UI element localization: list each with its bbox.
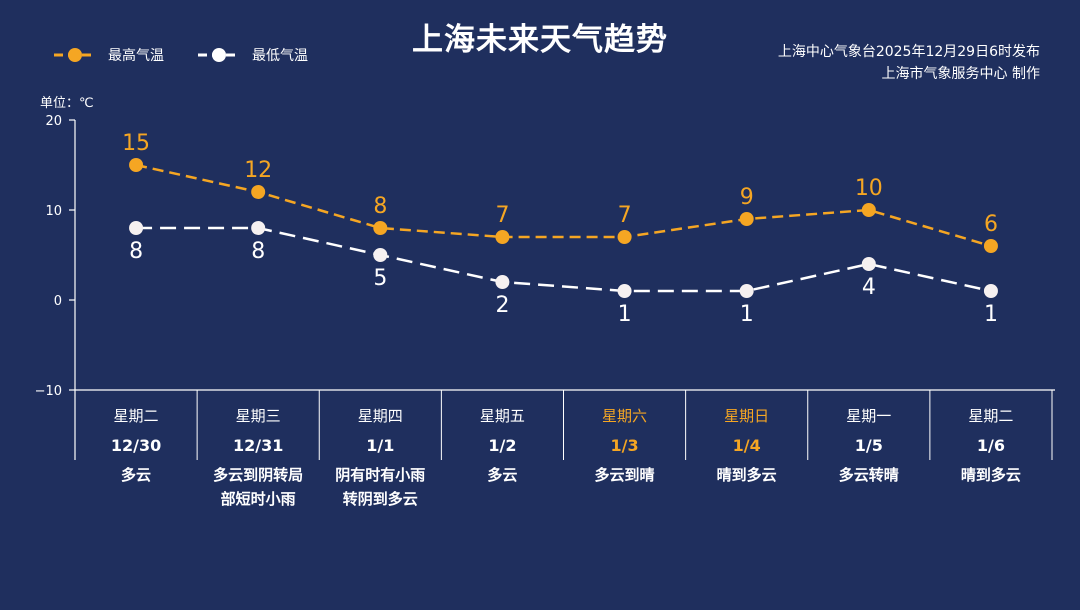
high-temp-value-label: 15: [122, 131, 150, 156]
high-temp-point: [739, 212, 754, 226]
low-temp-point: [983, 284, 998, 298]
high-temp-point: [617, 230, 632, 244]
unit-label: 单位：℃: [40, 96, 94, 111]
weather-label: 多云到晴: [595, 466, 655, 484]
high-temp-point: [129, 158, 144, 172]
high-temp-line: [135, 163, 992, 248]
weekday-label: 星期五: [480, 407, 525, 425]
low-temp-value-label: 8: [129, 239, 143, 264]
legend-low-marker-icon: [198, 48, 240, 62]
high-temp-point: [495, 230, 510, 244]
weather-label: 多云: [121, 466, 151, 484]
weekday-label: 星期日: [724, 407, 769, 425]
legend-item-high: 最高气温: [52, 44, 164, 66]
high-temp-value-label: 8: [373, 194, 387, 219]
low-temp-point: [129, 221, 144, 235]
low-temp-point: [739, 284, 754, 298]
high-temp-value-label: 12: [244, 158, 272, 183]
low-temp-point: [495, 275, 510, 289]
issuer-line-1: 上海中心气象台2025年12月29日6时发布: [777, 44, 1040, 60]
legend-high-marker-icon: [54, 48, 96, 62]
date-label: 1/1: [366, 436, 394, 455]
high-temp-value-label: 10: [855, 176, 883, 201]
low-temp-point: [861, 257, 876, 271]
weekday-label: 星期二: [114, 407, 159, 425]
low-temp-value-label: 5: [373, 266, 387, 291]
high-temp-point: [251, 185, 266, 199]
high-temp-point: [373, 221, 388, 235]
weekday-label: 星期四: [358, 407, 403, 425]
legend-high-label: 最高气温: [108, 48, 164, 64]
weather-label: 晴到多云: [717, 466, 777, 484]
weather-label: 转阴到多云: [343, 490, 418, 508]
low-temp-value-label: 1: [740, 302, 754, 327]
low-temp-point: [251, 221, 266, 235]
low-temp-value-label: 8: [251, 239, 265, 264]
weather-label: 多云: [487, 466, 517, 484]
high-temp-point: [861, 203, 876, 217]
low-temp-value-label: 1: [618, 302, 632, 327]
weather-label: 晴到多云: [961, 466, 1021, 484]
low-temp-value-label: 2: [495, 293, 509, 318]
low-temp-value-label: 4: [862, 275, 876, 300]
low-temp-point: [373, 248, 388, 262]
legend-low-label: 最低气温: [252, 48, 308, 64]
low-temp-value-label: 1: [984, 302, 998, 327]
chart-title: 上海未来天气趋势: [412, 22, 668, 58]
weekday-label: 星期六: [602, 407, 647, 425]
low-temp-line: [136, 226, 992, 293]
high-temp-value-label: 9: [740, 185, 754, 210]
y-tick-label: 0: [54, 294, 62, 309]
y-tick-label: −10: [35, 384, 62, 399]
weather-label: 部短时小雨: [221, 490, 296, 508]
legend-item-low: 最低气温: [196, 44, 308, 66]
high-temp-value-label: 6: [984, 212, 998, 237]
date-label: 12/31: [233, 436, 283, 455]
weekday-label: 星期二: [968, 407, 1013, 425]
high-temp-value-label: 7: [618, 203, 632, 228]
high-temp-value-label: 7: [495, 203, 509, 228]
y-tick-label: 10: [45, 204, 62, 219]
high-temp-point: [983, 239, 998, 253]
date-label: 1/6: [977, 436, 1005, 455]
low-temp-point: [617, 284, 632, 298]
date-label: 1/4: [733, 436, 761, 455]
weather-label: 多云转晴: [839, 466, 899, 484]
date-label: 12/30: [111, 436, 161, 455]
date-label: 1/5: [855, 436, 883, 455]
weather-label: 阴有时有小雨: [335, 466, 425, 484]
weekday-label: 星期三: [236, 407, 281, 425]
date-label: 1/3: [611, 436, 639, 455]
issuer-line-2: 上海市气象服务中心 制作: [881, 66, 1040, 82]
weather-label: 多云到阴转局: [213, 466, 303, 484]
y-tick-label: 20: [45, 114, 62, 129]
weekday-label: 星期一: [846, 407, 891, 425]
date-label: 1/2: [488, 436, 516, 455]
